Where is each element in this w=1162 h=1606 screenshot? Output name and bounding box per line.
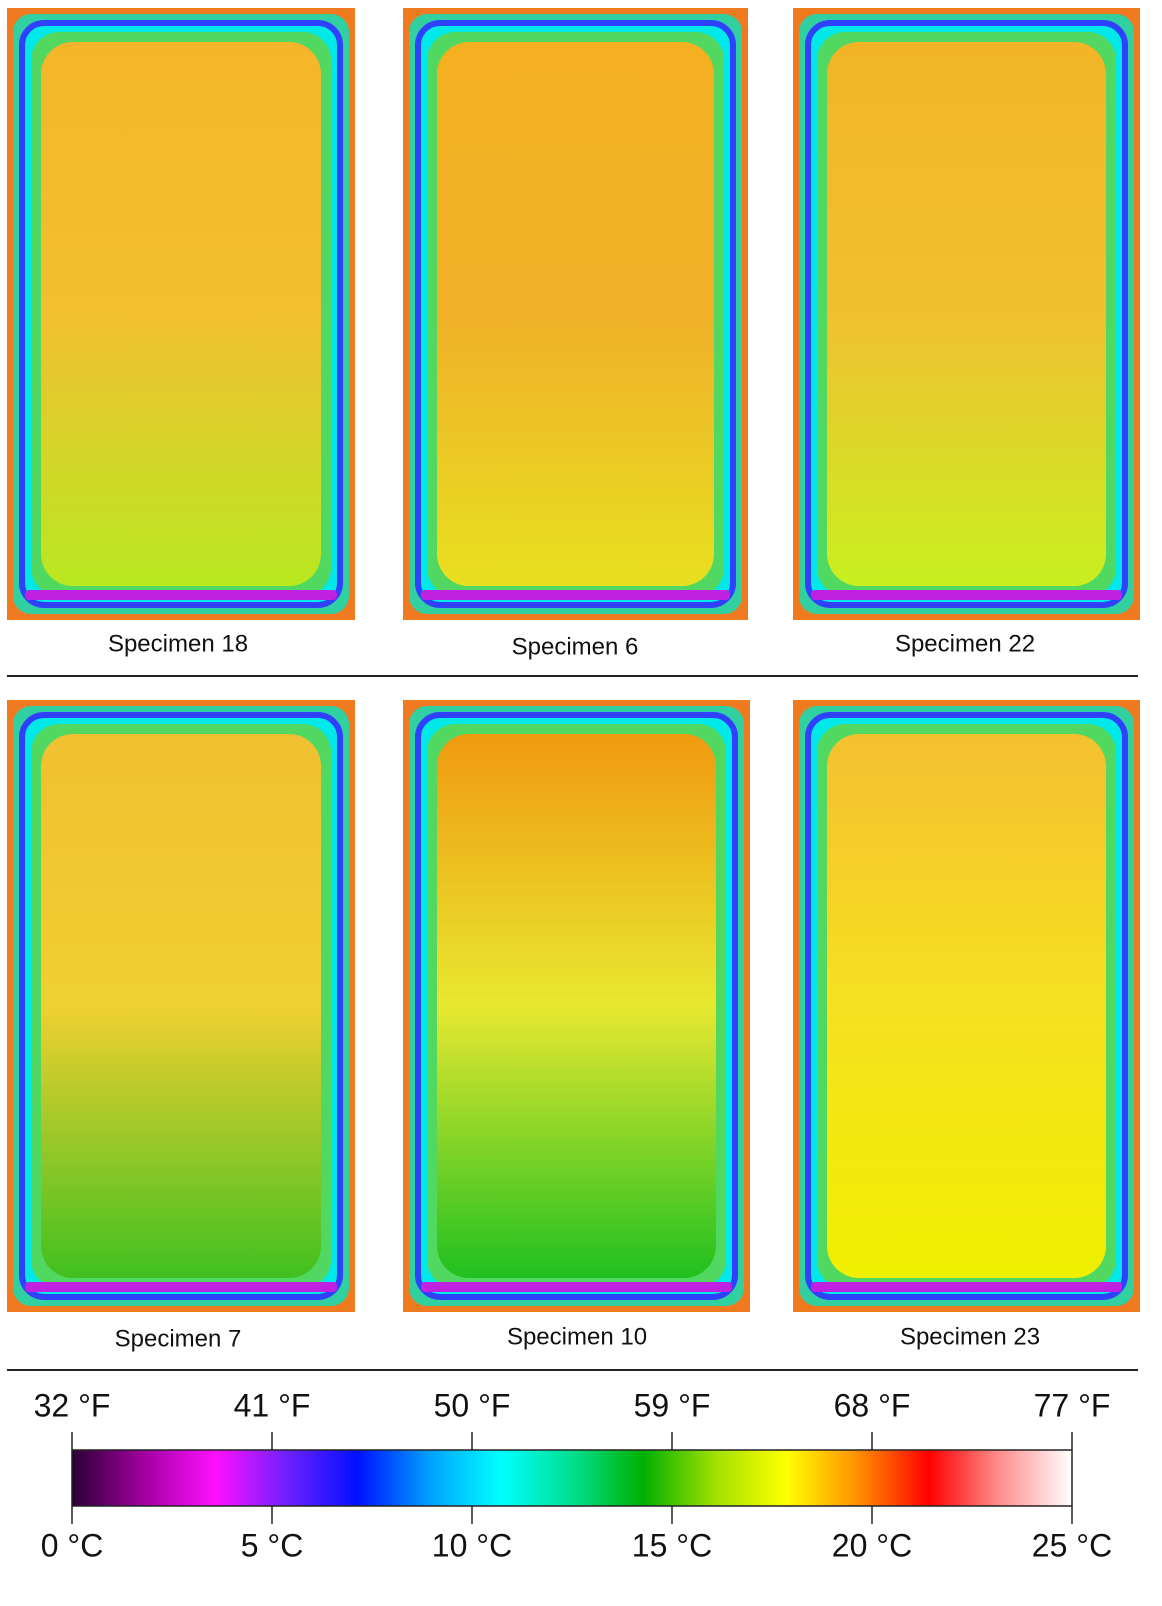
- bottom-strip: [421, 590, 730, 600]
- celsius-label: 5 °C: [241, 1527, 304, 1563]
- bottom-strip: [811, 1282, 1122, 1292]
- interior: [41, 42, 321, 586]
- celsius-label: 10 °C: [432, 1527, 512, 1563]
- celsius-label: 15 °C: [632, 1527, 712, 1563]
- thermal-image: [7, 700, 355, 1312]
- specimen-label: Specimen 6: [512, 633, 639, 660]
- interior: [41, 734, 321, 1278]
- specimen-label: Specimen 18: [108, 630, 248, 657]
- celsius-label: 20 °C: [832, 1527, 912, 1563]
- bottom-strip: [25, 1282, 337, 1292]
- fahrenheit-label: 50 °F: [434, 1387, 511, 1423]
- fahrenheit-label: 59 °F: [634, 1387, 711, 1423]
- fahrenheit-label: 41 °F: [234, 1387, 311, 1423]
- interior: [827, 42, 1106, 586]
- colorbar: [71, 1449, 1073, 1507]
- fahrenheit-label: 68 °F: [834, 1387, 911, 1423]
- specimen-label: Specimen 7: [115, 1325, 242, 1352]
- celsius-label: 0 °C: [41, 1527, 104, 1563]
- thermal-image: [793, 700, 1140, 1312]
- fahrenheit-label: 32 °F: [34, 1387, 111, 1423]
- thermal-image: [793, 8, 1140, 620]
- thermal-image: [403, 8, 748, 620]
- interior: [827, 734, 1106, 1278]
- interior: [437, 42, 714, 586]
- fahrenheit-label: 77 °F: [1034, 1387, 1111, 1423]
- thermal-image: [403, 700, 750, 1312]
- thermal-image: [7, 8, 355, 620]
- interior: [437, 734, 716, 1278]
- bottom-strip: [421, 1282, 732, 1292]
- celsius-label: 25 °C: [1032, 1527, 1112, 1563]
- specimen-label: Specimen 10: [507, 1323, 647, 1350]
- specimen-label: Specimen 22: [895, 630, 1035, 657]
- specimen-label: Specimen 23: [900, 1323, 1040, 1350]
- bottom-strip: [25, 590, 337, 600]
- bottom-strip: [811, 590, 1122, 600]
